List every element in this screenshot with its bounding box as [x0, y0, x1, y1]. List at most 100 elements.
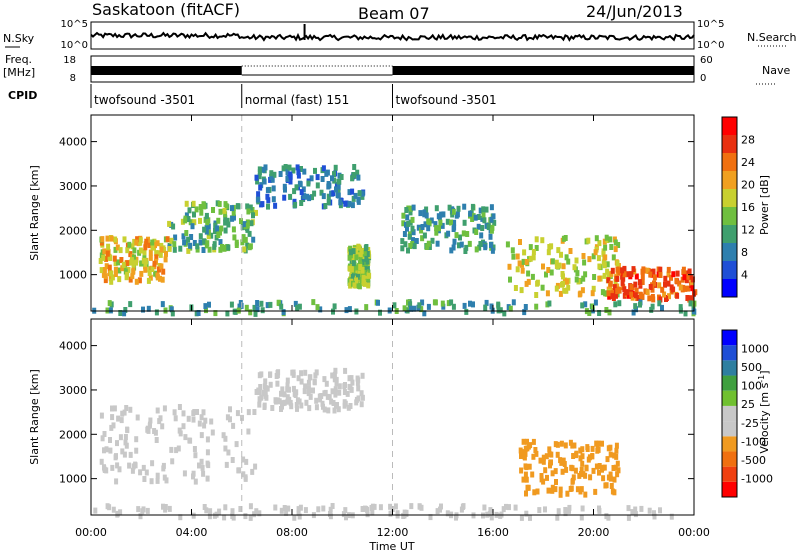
heat-cell [111, 506, 116, 513]
heat-cell [354, 277, 359, 284]
heat-cell [615, 283, 620, 290]
heat-cell [544, 271, 548, 278]
heat-cell [315, 174, 320, 181]
heat-cell [99, 239, 104, 246]
heat-cell [459, 241, 464, 248]
heat-cell [422, 209, 427, 216]
heat-cell [406, 220, 411, 227]
colorbar-cell [722, 330, 737, 346]
heat-cell [163, 504, 168, 510]
heat-cell [192, 211, 196, 218]
heat-cell [201, 247, 206, 253]
heat-cell [252, 409, 257, 415]
heat-cell [102, 431, 107, 437]
heat-cell [128, 276, 133, 283]
heat-cell [154, 250, 159, 257]
heat-cell [196, 310, 201, 316]
heat-cell [638, 282, 643, 289]
velocity-axis: 1000 2000 3000 4000 [59, 340, 694, 486]
heat-cell [480, 225, 485, 231]
heat-cell [489, 514, 494, 521]
heat-cell [107, 504, 112, 511]
heat-cell [484, 299, 489, 306]
heat-cell [113, 236, 118, 243]
heat-cell [553, 486, 558, 493]
heat-cell [307, 374, 312, 381]
heat-cell [132, 238, 137, 245]
heat-cell [113, 260, 118, 266]
heat-cell [568, 486, 573, 492]
heat-cell [182, 239, 187, 246]
heat-cell [332, 177, 337, 184]
heat-cell [657, 282, 662, 289]
heat-cell [263, 164, 268, 171]
heat-cell [597, 469, 601, 476]
y-tick-label: 2000 [59, 428, 87, 441]
heat-cell [590, 453, 595, 460]
heat-cell [647, 507, 652, 514]
heat-cell [186, 415, 191, 422]
colorbar-cell [722, 261, 737, 279]
heat-cell [594, 463, 599, 470]
heat-cell [420, 235, 425, 242]
colorbar-cell [722, 451, 737, 467]
heat-cell [99, 412, 104, 419]
heat-cell [109, 270, 114, 277]
heat-cell [406, 247, 410, 254]
heat-cell [521, 438, 526, 445]
heat-cell [296, 506, 301, 513]
heat-cell [490, 247, 495, 254]
heat-cell [424, 206, 429, 213]
heat-cell [547, 300, 552, 307]
heat-cell [526, 270, 531, 277]
heat-cell [658, 266, 663, 273]
heat-cell [118, 310, 123, 316]
heat-cell [360, 506, 365, 512]
heat-cell [282, 391, 287, 398]
heat-cell [347, 189, 352, 196]
heat-cell [288, 173, 293, 180]
heat-cell [633, 292, 638, 299]
heat-cell [581, 275, 586, 282]
heat-cell [226, 244, 231, 251]
colorbar-tick-label: 500 [741, 361, 762, 374]
heat-cell [103, 277, 108, 284]
heat-cell [563, 507, 568, 513]
heat-cell [204, 225, 209, 232]
heat-cell [128, 301, 133, 308]
heat-cell [187, 207, 192, 214]
heat-cell [99, 458, 104, 465]
heat-cell [640, 279, 645, 285]
heat-cell [145, 425, 150, 432]
heat-cell [600, 440, 604, 447]
heat-cell [318, 396, 323, 403]
heat-cell [109, 278, 114, 285]
heat-cell [507, 504, 511, 511]
heat-cell [200, 464, 205, 471]
heat-cell [492, 219, 497, 226]
heat-cell [339, 174, 344, 180]
heat-cell [336, 192, 341, 199]
noise-left-label: N.Sky [3, 32, 35, 45]
heat-cell [480, 215, 485, 222]
noise-left-tick-bottom: 10^0 [61, 40, 88, 51]
heat-cell [593, 299, 598, 306]
heat-cell [360, 266, 365, 273]
heat-cell [251, 212, 255, 219]
colorbar-cell [722, 135, 737, 153]
colorbar-tick-label: 28 [741, 134, 755, 147]
heat-cell [141, 306, 145, 313]
heat-cell [628, 288, 633, 295]
heat-cell [677, 280, 682, 287]
heat-cell [201, 470, 206, 477]
heat-cell [102, 465, 107, 472]
heat-cell [573, 467, 578, 474]
heat-cell [155, 472, 160, 479]
heat-cell [587, 256, 592, 263]
heat-cell [513, 285, 518, 291]
heat-cell [257, 510, 262, 517]
heat-cell [366, 282, 371, 289]
heat-cell [169, 446, 174, 453]
heat-cell [292, 198, 297, 205]
heat-cell [343, 382, 347, 388]
